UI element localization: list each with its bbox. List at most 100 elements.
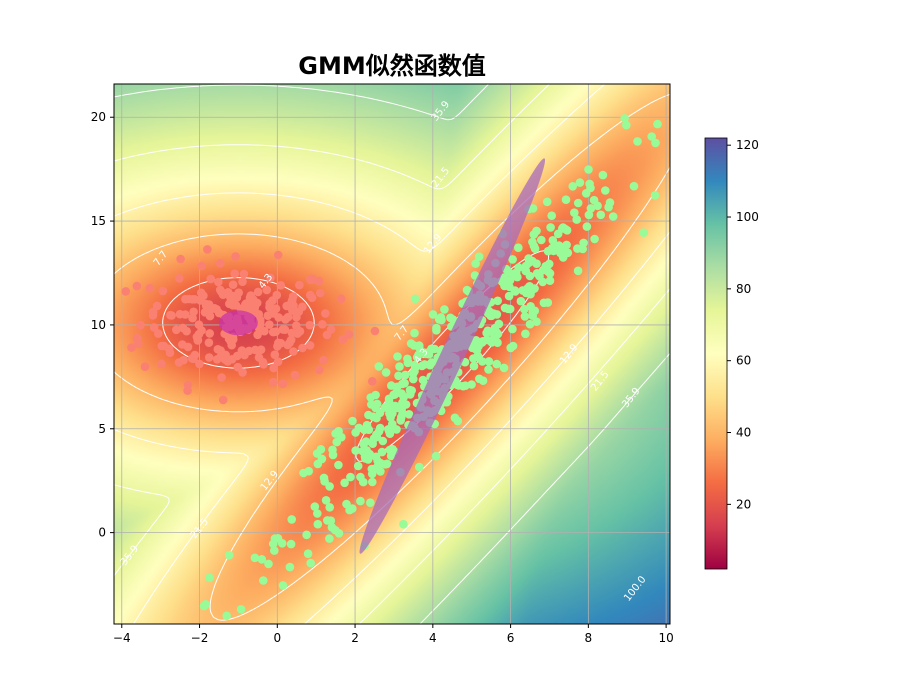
data-point <box>521 288 531 298</box>
data-point <box>314 365 324 375</box>
data-point <box>404 410 414 419</box>
data-point <box>525 319 535 329</box>
data-point <box>504 291 514 301</box>
colorbar-tick-label: 80 <box>736 282 751 296</box>
data-point <box>547 211 556 220</box>
data-point <box>319 355 328 365</box>
data-point <box>145 283 155 293</box>
plot-frame <box>113 83 671 625</box>
data-point <box>214 277 223 287</box>
data-point <box>647 132 656 141</box>
data-point <box>287 515 297 524</box>
data-point <box>328 445 337 455</box>
data-point <box>253 287 263 297</box>
data-point <box>409 369 418 378</box>
data-point <box>427 344 436 354</box>
data-point <box>192 332 202 342</box>
data-point <box>316 288 325 298</box>
data-point <box>469 361 479 371</box>
data-point <box>178 340 187 349</box>
data-point <box>351 446 361 455</box>
data-point <box>179 355 188 365</box>
data-point <box>532 259 541 269</box>
data-point <box>216 346 225 355</box>
data-point <box>196 288 206 298</box>
data-point <box>586 204 596 213</box>
data-point <box>206 274 215 284</box>
data-point <box>318 320 327 329</box>
data-point <box>361 437 371 446</box>
y-tick-label: 15 <box>91 214 106 228</box>
data-point <box>410 294 420 304</box>
x-tick-label: 10 <box>658 631 673 645</box>
data-point <box>313 459 323 469</box>
grid-lines <box>114 84 670 624</box>
data-point <box>653 119 662 129</box>
component-ellipse <box>218 310 258 336</box>
data-point <box>197 261 206 271</box>
data-point <box>283 312 293 322</box>
data-point <box>302 530 311 540</box>
data-point <box>200 308 210 317</box>
data-point <box>554 241 564 250</box>
data-point <box>326 516 336 525</box>
data-point <box>414 341 424 350</box>
data-point <box>428 310 438 319</box>
data-point <box>165 348 175 358</box>
data-point <box>633 137 642 146</box>
data-point <box>345 505 354 515</box>
data-point <box>493 296 503 306</box>
data-point <box>194 320 204 330</box>
data-point <box>230 269 239 279</box>
data-point <box>319 473 329 483</box>
data-point <box>478 376 488 386</box>
data-point <box>505 276 515 285</box>
data-point <box>264 559 273 569</box>
data-point <box>195 359 204 369</box>
data-point <box>196 296 205 305</box>
data-point <box>446 313 455 323</box>
data-point <box>257 555 267 564</box>
data-point <box>287 298 296 307</box>
data-point <box>582 222 592 231</box>
data-point <box>258 357 268 367</box>
data-point <box>228 280 238 290</box>
data-point <box>575 178 585 187</box>
colorbar-tick-label: 100 <box>736 210 759 224</box>
data-point <box>217 373 226 382</box>
data-point <box>278 581 288 590</box>
data-point <box>321 496 331 505</box>
data-point <box>368 477 377 487</box>
data-point <box>366 498 375 508</box>
data-point <box>189 354 198 364</box>
data-point <box>539 298 549 308</box>
data-point <box>596 210 606 220</box>
data-point <box>573 266 583 276</box>
data-point <box>484 357 494 366</box>
data-point <box>593 201 602 211</box>
colorbar-tick-label: 120 <box>736 138 759 152</box>
x-tick-label: 4 <box>429 631 437 645</box>
data-point <box>399 519 408 529</box>
data-point <box>136 320 145 330</box>
data-point <box>223 357 232 366</box>
data-point <box>410 328 419 338</box>
data-point <box>403 358 413 368</box>
data-point <box>622 120 631 130</box>
x-tick-label: 6 <box>507 631 515 645</box>
data-point <box>132 281 142 291</box>
data-point <box>598 170 608 180</box>
data-point <box>650 191 660 200</box>
data-point <box>236 605 246 614</box>
data-point <box>471 344 481 354</box>
data-point <box>332 437 342 447</box>
data-point <box>203 245 212 254</box>
data-point <box>629 181 639 191</box>
data-point <box>524 258 534 268</box>
colorbar-tick-label: 60 <box>736 354 751 368</box>
data-point <box>440 305 449 314</box>
data-point <box>390 401 400 411</box>
data-point <box>549 246 558 256</box>
data-point <box>356 472 365 482</box>
data-point <box>239 269 249 279</box>
